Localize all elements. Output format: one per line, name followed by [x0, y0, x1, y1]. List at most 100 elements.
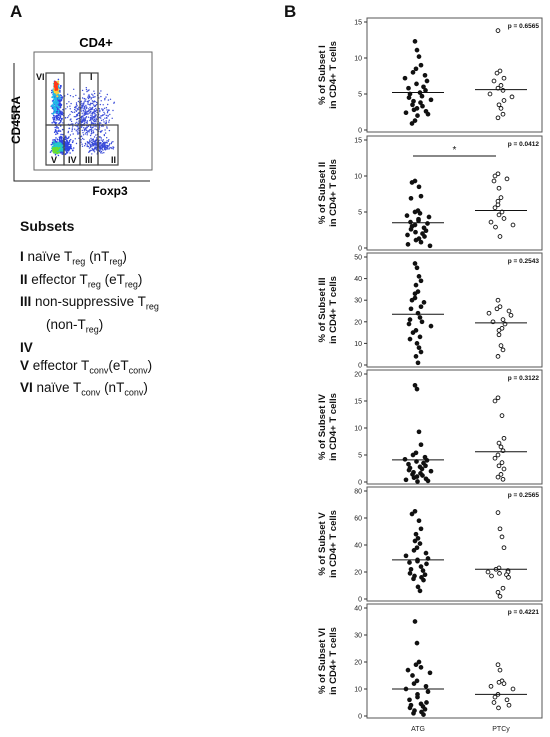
- scatter-chart-6: 0 10 20 30 40 % of Subset VI in CD4+ T cells p …: [317, 603, 543, 733]
- data-point-ptcy: [498, 444, 504, 450]
- flow-event-dot: [61, 139, 64, 142]
- flow-event-dot: [89, 119, 91, 122]
- subset-subscript: conv: [81, 388, 101, 399]
- flow-event-dot: [60, 133, 62, 136]
- data-point-ptcy: [508, 312, 514, 318]
- flow-event-dot: [102, 140, 104, 142]
- flow-event-dot: [86, 145, 88, 148]
- data-point-atg: [402, 456, 408, 462]
- flow-event-dot: [113, 146, 115, 149]
- data-point-ptcy: [495, 395, 501, 401]
- subset-number: VI: [20, 380, 33, 396]
- flow-event-dot: [85, 117, 87, 119]
- data-point-ptcy: [496, 212, 502, 218]
- flow-event-dot: [60, 110, 62, 112]
- flow-event-dot: [93, 105, 96, 108]
- flow-event-dot: [57, 119, 59, 121]
- flow-event-dot: [96, 129, 98, 131]
- y-tick-label: 5: [358, 210, 362, 217]
- flow-event-dot: [53, 121, 55, 124]
- flow-event-dot: [57, 127, 60, 129]
- flow-event-dot: [96, 146, 98, 148]
- data-point-ptcy: [489, 573, 494, 579]
- flow-event-dot: [49, 151, 52, 153]
- flow-event-dot: [93, 125, 95, 127]
- data-point-atg: [418, 564, 424, 569]
- flow-event-dot: [56, 95, 59, 98]
- flow-event-dot: [68, 115, 70, 117]
- y-axis-label-line1: % of Subset I: [317, 45, 328, 105]
- flow-event-dot: [107, 115, 109, 117]
- flow-event-dot: [82, 114, 84, 116]
- flow-event-dot: [81, 145, 84, 147]
- data-point-ptcy: [497, 234, 503, 239]
- flow-event-dot: [72, 149, 74, 152]
- data-point-atg: [419, 93, 425, 99]
- flow-event-dot: [93, 111, 95, 113]
- data-point-ptcy: [510, 222, 516, 228]
- flow-axis-lines: [13, 63, 150, 182]
- data-point-ptcy: [509, 94, 515, 100]
- flow-event-dot: [111, 141, 113, 143]
- data-point-ptcy: [487, 91, 493, 97]
- subset-subscript: reg: [124, 279, 138, 290]
- flow-event-dot: [106, 126, 108, 128]
- scatter-chart-3: 0 10 20 30 40 50 % of Subset III in CD4+ T cell…: [317, 252, 543, 370]
- flow-event-dot: [52, 100, 55, 103]
- flow-event-dot: [55, 116, 58, 118]
- scatter-chart-2: 0 5 10 15 % of Subset II in CD4+ T cells p = 0…: [317, 135, 543, 253]
- flow-event-dot: [89, 143, 91, 145]
- data-point-ptcy: [501, 435, 507, 441]
- flow-event-dot: [93, 140, 96, 143]
- data-point-atg: [424, 700, 429, 705]
- flow-event-dot: [99, 150, 101, 152]
- chart-frame: [366, 252, 543, 368]
- flow-event-dot: [98, 126, 101, 128]
- flow-event-dot: [102, 149, 104, 151]
- flow-event-dot: [85, 143, 87, 145]
- flow-event-dot: [101, 148, 103, 150]
- flow-event-dot: [86, 144, 89, 146]
- flow-event-dot: [99, 152, 102, 154]
- subset-text: ): [98, 317, 104, 333]
- flow-event-dot: [103, 107, 106, 110]
- data-point-atg: [412, 261, 418, 266]
- data-point-atg: [422, 234, 427, 239]
- flow-event-dot: [90, 114, 92, 117]
- flow-event-dot: [78, 130, 80, 132]
- flow-event-dot: [56, 130, 58, 132]
- data-point-atg: [414, 81, 419, 87]
- flow-event-dot: [59, 115, 61, 117]
- data-point-ptcy: [496, 705, 501, 711]
- data-point-atg: [406, 321, 412, 327]
- y-axis-label-line2: in CD4+ T cells: [328, 393, 339, 461]
- flow-event-dot: [112, 109, 114, 112]
- data-point-atg: [417, 541, 423, 546]
- flow-event-dot: [103, 142, 105, 144]
- flow-event-dot: [76, 131, 79, 133]
- flow-event-dot: [110, 146, 112, 149]
- flow-event-dot: [67, 137, 70, 139]
- flow-event-dot: [95, 144, 98, 146]
- flow-event-dot: [74, 122, 77, 125]
- p-value: p = 0.0412: [508, 141, 540, 148]
- flow-event-dot: [52, 117, 54, 119]
- y-axis-label-line2: in CD4+ T cells: [328, 159, 339, 227]
- flow-event-dot: [69, 152, 71, 154]
- flow-event-dot: [95, 107, 97, 110]
- flow-event-dot: [111, 117, 113, 120]
- data-point-atg: [418, 239, 424, 245]
- flow-event-dot: [59, 140, 62, 143]
- flow-event-dot: [85, 129, 88, 132]
- data-point-atg: [414, 640, 420, 646]
- flow-event-dot: [54, 129, 57, 131]
- data-point-atg: [412, 291, 418, 297]
- subset-subscript: conv: [128, 365, 148, 376]
- flow-event-dot: [96, 142, 98, 144]
- flow-event-dot: [58, 94, 61, 97]
- data-point-atg: [418, 304, 424, 310]
- data-point-atg: [415, 289, 421, 294]
- flow-event-dot: [80, 100, 83, 103]
- flow-event-dot: [75, 142, 78, 145]
- flow-event-dot: [89, 106, 91, 109]
